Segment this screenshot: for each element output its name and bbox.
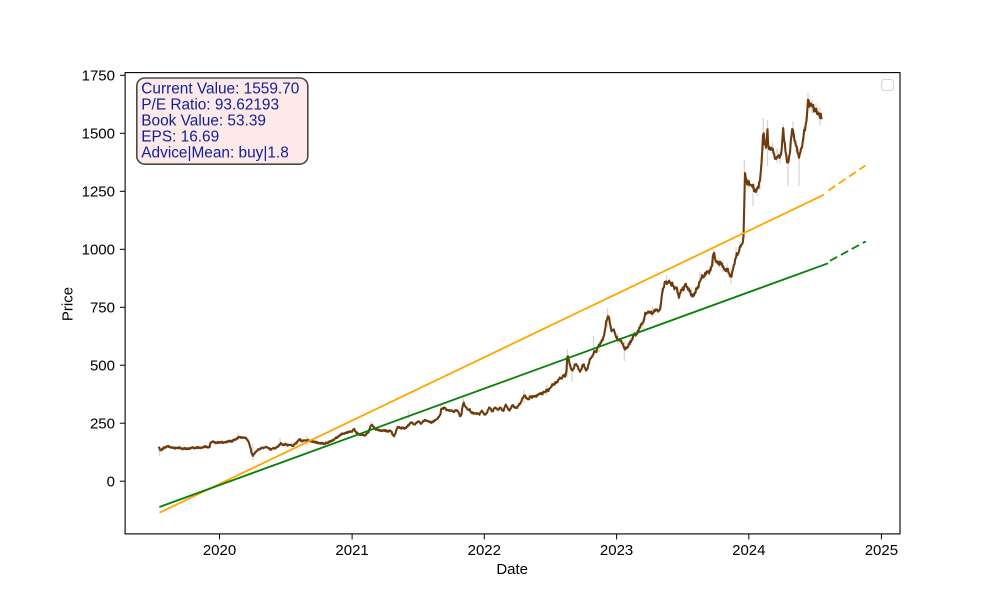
svg-text:2024: 2024 (732, 542, 765, 559)
svg-text:Date: Date (496, 561, 528, 578)
svg-text:1500: 1500 (82, 126, 115, 143)
svg-text:1250: 1250 (82, 184, 115, 201)
svg-text:1000: 1000 (82, 242, 115, 259)
svg-text:2022: 2022 (468, 542, 501, 559)
svg-text:Advice|Mean: buy|1.8: Advice|Mean: buy|1.8 (141, 144, 288, 161)
svg-text:2025: 2025 (865, 542, 898, 559)
svg-text:250: 250 (90, 415, 115, 432)
svg-text:2021: 2021 (335, 542, 368, 559)
svg-text:2023: 2023 (600, 542, 633, 559)
svg-text:500: 500 (90, 357, 115, 374)
svg-text:P/E Ratio: 93.62193: P/E Ratio: 93.62193 (141, 96, 279, 113)
svg-text:1750: 1750 (82, 68, 115, 85)
svg-text:2020: 2020 (203, 542, 236, 559)
svg-text:0: 0 (107, 473, 115, 490)
svg-text:Current Value: 1559.70: Current Value: 1559.70 (141, 80, 299, 97)
svg-text:750: 750 (90, 300, 115, 317)
svg-text:EPS: 16.69: EPS: 16.69 (141, 128, 219, 145)
svg-text:Book Value: 53.39: Book Value: 53.39 (141, 112, 266, 129)
svg-text:Price: Price (59, 287, 76, 321)
